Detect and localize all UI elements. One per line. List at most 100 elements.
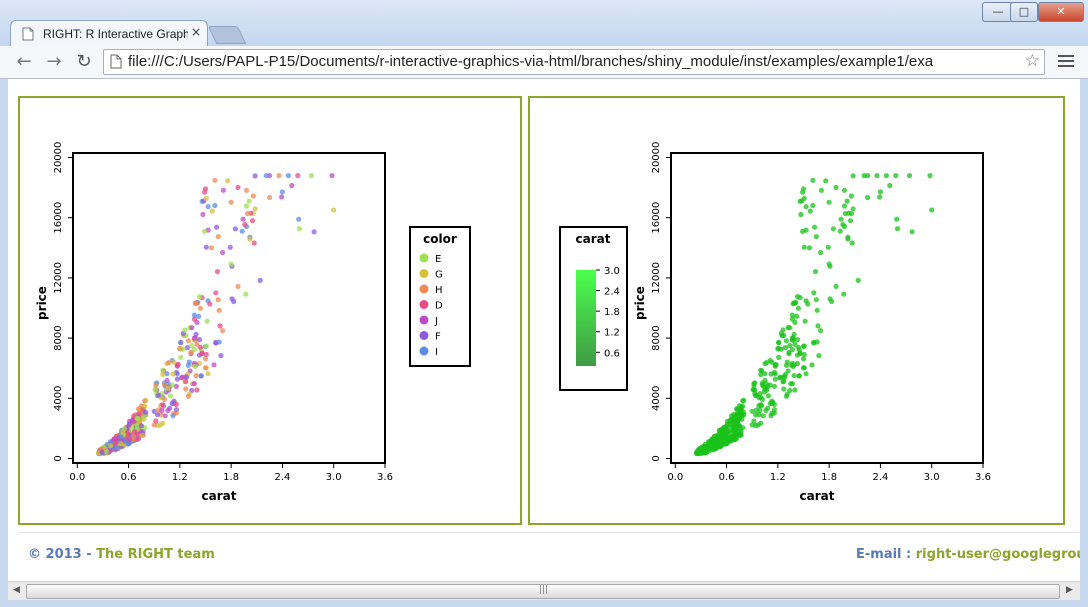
data-point [794, 294, 801, 300]
data-point [99, 449, 105, 456]
data-point [909, 229, 915, 235]
data-point [838, 216, 844, 222]
right-scatter-chart[interactable]: 0.0 0.6 1.2 1.8 2.4 3.0 3.6 0 4000 8000 12000 16000… [530, 98, 1063, 523]
data-point [165, 385, 171, 391]
scroll-left-icon[interactable]: ◀ [13, 585, 20, 595]
y-axis-label: price [633, 286, 647, 320]
data-point [753, 392, 760, 398]
data-point [171, 359, 177, 365]
data-point [801, 195, 807, 201]
legend-colorbar [576, 270, 596, 366]
hamburger-icon[interactable] [1056, 52, 1076, 72]
y-tick-label: 20000 [651, 142, 662, 174]
data-point [801, 351, 807, 358]
x-tick-label: 1.8 [821, 472, 837, 483]
data-point [716, 434, 722, 440]
x-tick-label: 1.8 [223, 472, 239, 483]
plot-frame [670, 152, 984, 464]
data-point [789, 312, 795, 318]
browser-tab[interactable]: RIGHT: R Interactive Graphi × [10, 20, 208, 47]
data-point [198, 373, 204, 379]
data-point [810, 177, 816, 183]
data-point [131, 434, 137, 440]
data-point [801, 343, 807, 349]
data-point [159, 407, 165, 413]
data-point [765, 393, 771, 399]
legend-tick-label: 1.2 [604, 328, 620, 339]
data-point [758, 367, 764, 373]
data-point [202, 228, 208, 234]
x-tick-label: 1.2 [770, 472, 786, 483]
data-point [816, 353, 822, 359]
data-point [781, 386, 787, 392]
data-point [179, 375, 185, 381]
reload-button[interactable]: ↻ [76, 51, 92, 72]
data-point [197, 344, 203, 350]
scroll-right-icon[interactable]: ▶ [1066, 585, 1073, 595]
data-point [807, 208, 813, 214]
data-point [753, 412, 759, 418]
data-point [840, 221, 846, 228]
legend-swatch [419, 315, 429, 325]
data-point [767, 382, 773, 388]
data-point [311, 229, 317, 235]
data-point [697, 449, 703, 456]
data-point [818, 249, 824, 256]
data-point [167, 393, 173, 399]
data-point [757, 407, 763, 413]
data-point [877, 194, 883, 200]
y-tick-label: 0 [53, 455, 64, 461]
left-scatter-chart[interactable]: 0.0 0.6 1.2 1.8 2.4 3.0 3.6 0 4000 8000 12000 16000… [20, 98, 520, 523]
data-point [175, 361, 181, 368]
email-link[interactable]: right-user@googlegroups.co [915, 547, 1080, 562]
data-point [727, 418, 733, 424]
data-point [772, 376, 778, 382]
data-point [161, 396, 168, 402]
data-point [276, 173, 282, 179]
data-point [771, 383, 777, 389]
data-point [194, 341, 200, 347]
legend-box [409, 226, 471, 367]
legend-label: H [435, 285, 443, 296]
legend-swatch [419, 284, 429, 294]
data-point [813, 297, 819, 303]
data-point [246, 198, 252, 204]
y-tick-label: 12000 [53, 262, 64, 294]
forward-button[interactable]: → [46, 51, 62, 72]
x-tick-label: 0.0 [667, 472, 683, 483]
data-point [129, 418, 135, 424]
data-point [794, 313, 800, 319]
data-point [249, 218, 256, 224]
close-window-button[interactable]: ✕ [1038, 2, 1084, 22]
data-point [800, 228, 806, 234]
data-point [153, 418, 159, 424]
data-point [257, 277, 263, 283]
data-point [196, 337, 203, 343]
data-point [830, 226, 836, 232]
data-point [929, 207, 935, 213]
bookmark-star-icon[interactable]: ☆ [1024, 51, 1040, 71]
url-text[interactable]: file:///C:/Users/PAPL-P15/Documents/r-in… [128, 53, 934, 70]
y-tick-label: 16000 [651, 202, 662, 234]
data-point [777, 375, 783, 381]
window-titlebar: RIGHT: R Interactive Graphi × — □ ✕ [0, 0, 1088, 47]
x-tick-label: 0.0 [69, 472, 85, 483]
data-point [806, 245, 813, 251]
y-axis-label: price [35, 286, 49, 320]
data-point [243, 291, 249, 297]
tab-close-icon[interactable]: × [191, 25, 202, 39]
data-point [216, 307, 222, 313]
data-point [178, 346, 184, 352]
address-bar[interactable]: file:///C:/Users/PAPL-P15/Documents/r-in… [103, 49, 1045, 75]
data-point [776, 346, 782, 352]
maximize-button[interactable]: □ [1010, 2, 1038, 22]
data-point [251, 240, 257, 246]
data-point [173, 410, 179, 416]
y-tick-label: 4000 [651, 386, 662, 411]
horizontal-scrollbar[interactable]: ◀ ||| ▶ [8, 581, 1080, 601]
data-point [252, 206, 258, 212]
back-button[interactable]: ← [16, 51, 32, 72]
new-tab-button[interactable] [207, 26, 247, 44]
data-point [789, 335, 795, 341]
scroll-thumb[interactable]: ||| [26, 584, 1060, 599]
